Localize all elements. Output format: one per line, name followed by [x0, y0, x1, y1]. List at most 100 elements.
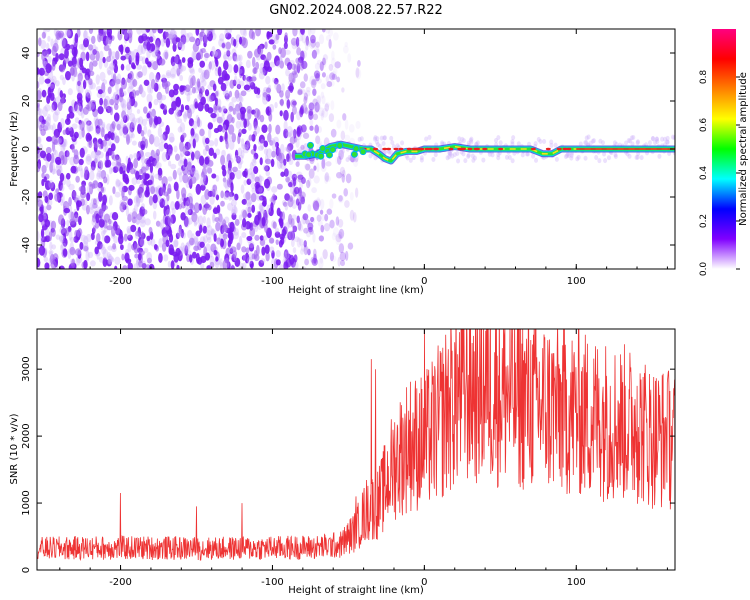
- noise-blob: [194, 101, 199, 109]
- noise-blob: [55, 165, 62, 174]
- noise-blob: [82, 79, 87, 90]
- noise-blob: [354, 187, 359, 198]
- noise-blob: [284, 49, 291, 55]
- noise-blob: [344, 250, 349, 261]
- noise-blob: [229, 172, 235, 180]
- noise-blob: [105, 37, 112, 48]
- noise-blob: [202, 235, 208, 244]
- noise-blob: [231, 117, 235, 124]
- noise-blob: [220, 82, 227, 92]
- halo-blob: [382, 135, 387, 141]
- noise-blob: [321, 95, 326, 105]
- noise-blob: [102, 56, 106, 64]
- noise-blob: [188, 118, 195, 127]
- noise-blob: [83, 173, 87, 180]
- noise-blob: [299, 81, 306, 89]
- halo-blob: [533, 141, 538, 147]
- halo-blob: [487, 151, 492, 157]
- noise-blob: [178, 41, 185, 48]
- noise-blob: [259, 235, 264, 241]
- noise-blob: [282, 251, 287, 260]
- noise-blob: [107, 258, 113, 265]
- noise-blob: [255, 61, 260, 70]
- noise-blob: [165, 124, 170, 135]
- halo-blob: [534, 157, 539, 163]
- noise-blob: [74, 248, 82, 256]
- noise-blob: [214, 105, 221, 111]
- noise-blob: [306, 179, 311, 189]
- noise-blob: [42, 60, 48, 67]
- noise-blob: [103, 44, 110, 52]
- noise-blob: [124, 46, 130, 54]
- noise-blob: [204, 202, 210, 211]
- noise-blob: [41, 31, 46, 39]
- noise-blob: [86, 204, 90, 215]
- noise-blob: [137, 236, 145, 248]
- noise-blob: [121, 103, 127, 114]
- noise-blob: [204, 137, 210, 145]
- noise-blob: [289, 254, 295, 265]
- snr-frame: [36, 328, 676, 571]
- noise-blob: [130, 224, 137, 233]
- halo-blob: [347, 154, 352, 160]
- noise-blob: [237, 147, 243, 157]
- noise-blob: [189, 77, 194, 89]
- noise-blob: [310, 29, 316, 35]
- halo-blob: [390, 140, 395, 146]
- noise-blob: [203, 69, 210, 80]
- noise-blob: [240, 184, 245, 194]
- noise-blob: [186, 161, 192, 172]
- noise-blob: [65, 127, 71, 136]
- noise-blob: [287, 231, 293, 241]
- noise-blob: [260, 67, 266, 75]
- noise-blob: [71, 123, 78, 130]
- noise-blob: [98, 256, 104, 263]
- noise-blob: [292, 177, 297, 187]
- noise-blob: [209, 50, 214, 57]
- noise-blob: [189, 254, 193, 263]
- halo-blob: [457, 136, 462, 142]
- noise-blob: [60, 184, 65, 192]
- noise-blob: [296, 215, 300, 224]
- noise-blob: [226, 152, 233, 162]
- halo-blob: [466, 152, 471, 158]
- noise-blob: [220, 200, 225, 207]
- noise-blob: [241, 143, 247, 150]
- noise-blob: [90, 35, 96, 45]
- halo-blob: [630, 141, 635, 147]
- halo-blob: [598, 138, 603, 144]
- halo-blob: [635, 154, 640, 160]
- noise-blob: [172, 169, 177, 180]
- noise-blob: [268, 103, 275, 113]
- noise-blob: [130, 62, 136, 69]
- noise-blob: [156, 91, 163, 101]
- noise-blob: [230, 195, 236, 201]
- noise-blob: [199, 128, 205, 137]
- noise-blob: [293, 260, 299, 269]
- noise-blob: [170, 29, 175, 39]
- noise-blob: [298, 223, 304, 232]
- noise-blob: [114, 256, 121, 265]
- noise-blob: [45, 29, 51, 33]
- noise-blob: [177, 63, 184, 73]
- noise-blob: [224, 92, 230, 100]
- halo-blob: [525, 151, 530, 157]
- trace-hotspot: [448, 147, 454, 151]
- noise-blob: [237, 158, 244, 165]
- noise-blob: [193, 221, 198, 227]
- noise-blob: [222, 168, 227, 177]
- noise-blob: [192, 120, 198, 130]
- noise-blob: [121, 90, 127, 96]
- noise-blob: [46, 136, 53, 142]
- noise-blob: [265, 93, 271, 102]
- noise-blob: [159, 219, 165, 230]
- noise-blob: [136, 194, 142, 204]
- noise-blob: [167, 33, 174, 40]
- noise-blob: [301, 34, 307, 44]
- noise-blob: [298, 238, 304, 246]
- noise-blob: [77, 72, 83, 82]
- noise-blob: [194, 204, 199, 214]
- noise-blob: [112, 186, 116, 195]
- noise-blob: [96, 170, 103, 178]
